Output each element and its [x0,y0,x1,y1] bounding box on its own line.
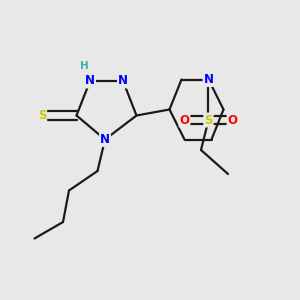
Text: O: O [227,113,238,127]
Text: O: O [179,113,190,127]
Text: S: S [204,113,213,127]
Text: N: N [100,133,110,146]
Text: S: S [38,109,46,122]
Text: H: H [80,61,89,71]
Text: N: N [85,74,95,88]
Text: N: N [118,74,128,88]
Text: N: N [203,73,214,86]
